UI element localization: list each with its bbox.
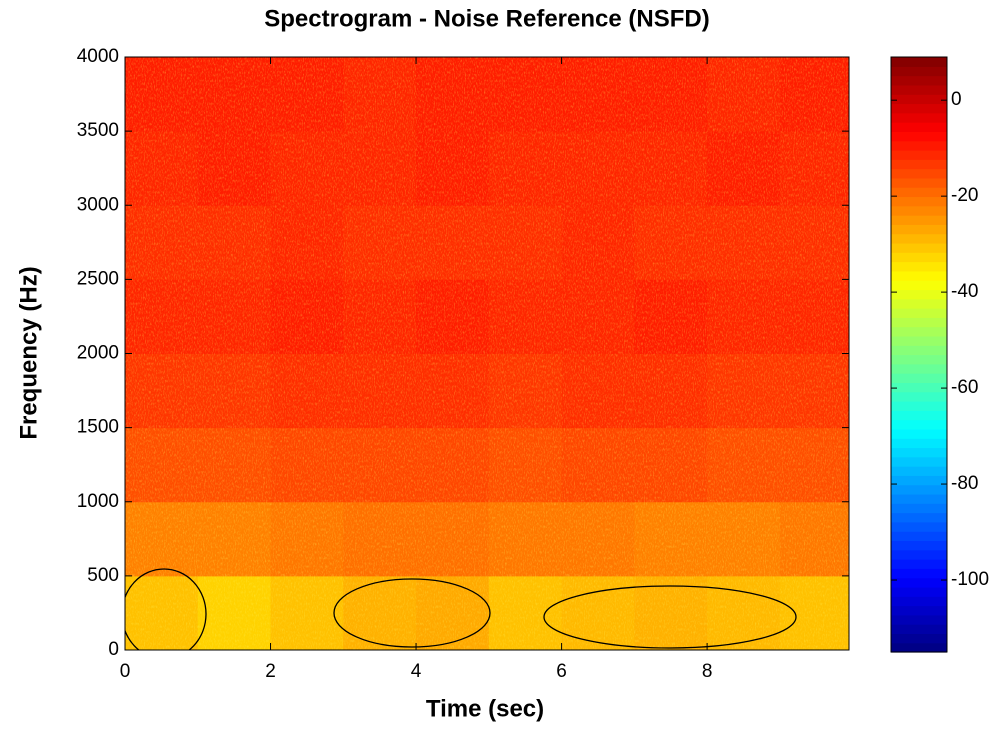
colorbar-step (891, 149, 947, 160)
colorbar-step (891, 317, 947, 328)
annotations (125, 568, 797, 650)
y-tick-label: 0 (108, 639, 119, 660)
colorbar-step (891, 270, 947, 281)
colorbar-tick-label: -100 (951, 569, 989, 590)
colorbar-step (891, 168, 947, 179)
x-tick-label: 6 (556, 661, 567, 682)
colorbar-step (891, 177, 947, 188)
colorbar-step (891, 57, 947, 67)
colorbar-step (891, 540, 947, 551)
colorbar-step (891, 233, 947, 244)
colorbar-step (891, 577, 947, 588)
colorbar-step (891, 66, 947, 77)
colorbar-step (891, 466, 947, 476)
y-tick-label: 500 (87, 565, 119, 586)
colorbar-step (891, 633, 947, 644)
colorbar-step (891, 475, 947, 486)
y-tick-label: 3000 (77, 194, 119, 215)
x-axis-label: Time (sec) (426, 695, 544, 722)
y-tick-label: 4000 (77, 46, 119, 67)
colorbar-step (891, 159, 947, 170)
colorbar-step (891, 531, 947, 542)
y-axis-label: Frequency (Hz) (15, 266, 42, 439)
colorbar-step (891, 521, 947, 532)
colorbar-step (891, 503, 947, 514)
colorbar-step (891, 94, 947, 105)
colorbar-step (891, 419, 947, 430)
colorbar-step (891, 512, 947, 523)
colorbar-step (891, 447, 947, 458)
colorbar-step (891, 400, 947, 411)
colorbar-tick-label: -40 (951, 281, 978, 302)
colorbar-step (891, 614, 947, 625)
y-tick-label: 2000 (77, 343, 119, 364)
x-tick-label: 2 (265, 661, 276, 682)
colorbar-step (891, 122, 947, 132)
colorbar-frame (890, 56, 948, 653)
colorbar-step (891, 568, 947, 579)
colorbar-step (891, 586, 947, 597)
colorbar-step (891, 549, 947, 560)
colorbar-step (891, 84, 947, 95)
colorbar-step (891, 252, 947, 263)
colorbar-step (891, 112, 947, 123)
y-tick-label: 2500 (77, 268, 119, 289)
colorbar-step (891, 224, 947, 235)
colorbar-step (891, 410, 947, 421)
colorbar-step (891, 354, 947, 365)
colorbar-step (891, 605, 947, 616)
colorbar-step (891, 624, 947, 635)
colorbar-step (891, 326, 947, 337)
colorbar-step (891, 642, 947, 653)
colorbar-step (891, 373, 947, 383)
x-tick-label: 8 (702, 661, 713, 682)
x-tick-label: 4 (411, 661, 422, 682)
colorbar-step (891, 484, 947, 495)
colorbar-step (891, 140, 947, 151)
colorbar-tick-label: -20 (951, 185, 978, 206)
y-tick-label: 1500 (77, 417, 119, 438)
colorbar-step (891, 596, 947, 607)
y-tick-label: 1000 (77, 491, 119, 512)
colorbar-step (891, 103, 947, 114)
x-tick-label: 0 (120, 661, 131, 682)
colorbar-step (891, 196, 947, 207)
highlight-ellipse (333, 578, 491, 648)
colorbar-step (891, 298, 947, 309)
colorbar-step (891, 289, 947, 300)
colorbar-step (891, 242, 947, 253)
colorbar-step (891, 187, 947, 198)
highlight-ellipse (125, 568, 207, 650)
colorbar-tick-label: 0 (951, 89, 962, 110)
colorbar-step (891, 261, 947, 272)
colorbar-step (891, 559, 947, 569)
chart-title: Spectrogram - Noise Reference (NSFD) (264, 5, 709, 32)
colorbar-step (891, 280, 947, 291)
colorbar-step (891, 391, 947, 402)
colorbar-step (891, 215, 947, 225)
colorbar-step (891, 75, 947, 86)
colorbar-step (891, 438, 947, 449)
colorbar-step (891, 382, 947, 393)
colorbar-step (891, 308, 947, 318)
colorbar-step (891, 493, 947, 504)
colorbar-tick-label: -80 (951, 473, 978, 494)
colorbar-step (891, 456, 947, 467)
colorbar-step (891, 363, 947, 374)
y-tick-label: 3500 (77, 120, 119, 141)
colorbar-step (891, 428, 947, 439)
colorbar-step (891, 205, 947, 216)
colorbar-step (891, 131, 947, 142)
colorbar-tick-label: -60 (951, 377, 978, 398)
texture (125, 57, 849, 650)
colorbar-step (891, 335, 947, 346)
highlight-ellipse (543, 585, 797, 649)
colorbar-step (891, 345, 947, 356)
